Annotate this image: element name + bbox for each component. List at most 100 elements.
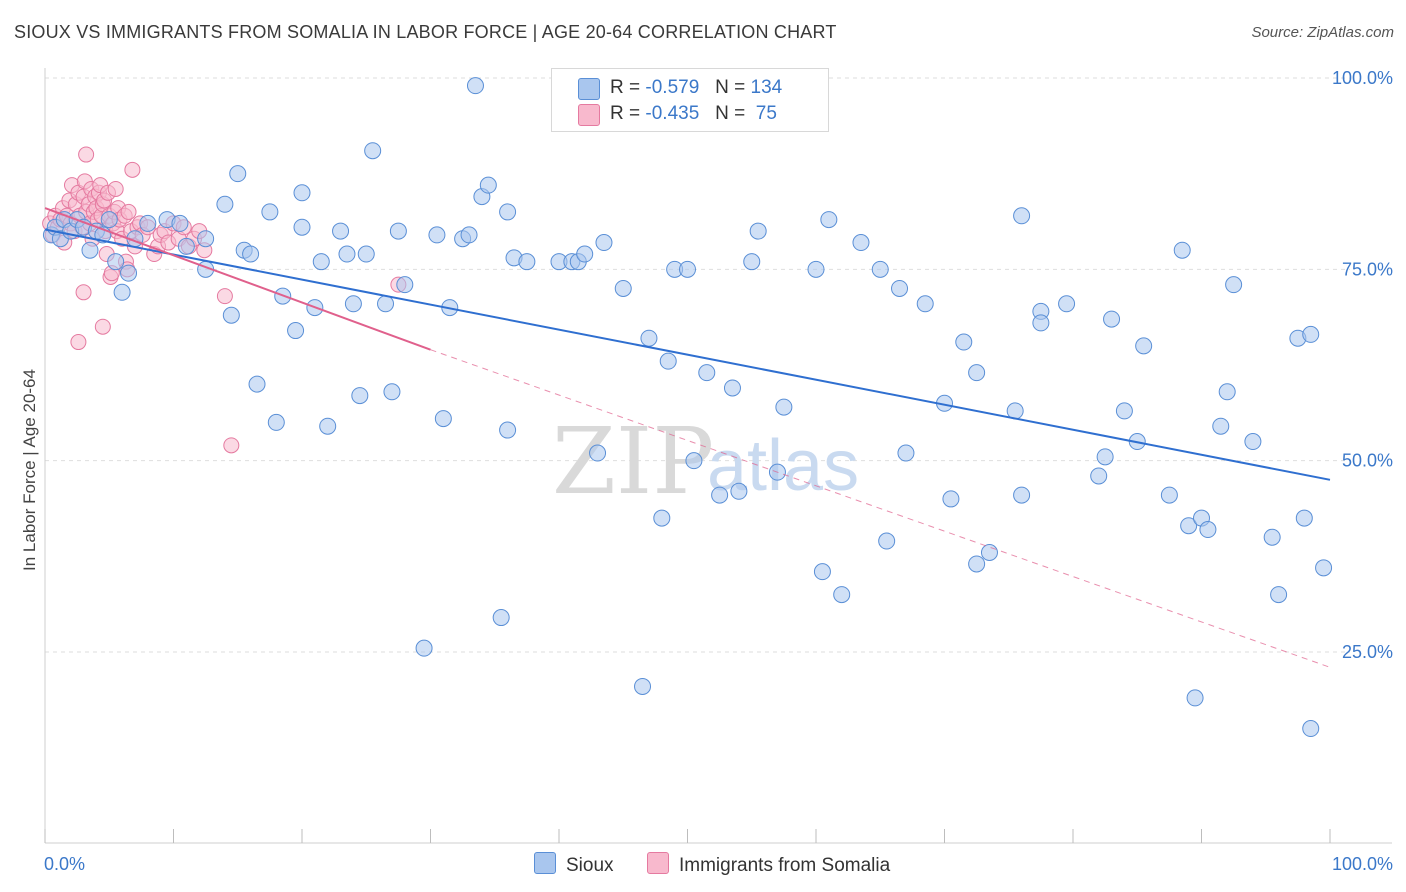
sioux-swatch bbox=[578, 78, 600, 100]
sioux-point bbox=[730, 482, 748, 500]
legend-r-label: R = bbox=[610, 77, 641, 98]
sioux-point bbox=[293, 218, 311, 236]
legend-r-label: R = bbox=[610, 103, 641, 124]
sioux-point bbox=[1180, 517, 1198, 535]
sioux-point bbox=[1315, 559, 1333, 577]
sioux-point bbox=[1212, 417, 1230, 435]
sioux-point bbox=[659, 352, 677, 370]
sioux-point bbox=[653, 509, 671, 527]
bottom-legend-sioux: Sioux bbox=[534, 852, 614, 877]
sioux-point bbox=[1173, 241, 1191, 259]
sioux-point bbox=[287, 322, 305, 340]
sioux-point bbox=[1096, 448, 1114, 466]
y-tick-label: 75.0% bbox=[1342, 259, 1393, 279]
sioux-point bbox=[383, 383, 401, 401]
sioux-point bbox=[614, 279, 632, 297]
sioux-point bbox=[113, 283, 131, 301]
sioux-point bbox=[1199, 521, 1217, 539]
legend-r-value: -0.435 bbox=[645, 103, 700, 124]
sioux-point bbox=[833, 586, 851, 604]
sioux-point bbox=[242, 245, 260, 263]
sioux-point bbox=[460, 226, 478, 244]
sioux-point bbox=[698, 364, 716, 382]
sioux-point bbox=[344, 295, 362, 313]
sioux-point bbox=[107, 253, 125, 271]
sioux-point bbox=[749, 222, 767, 240]
sioux-point bbox=[351, 387, 369, 405]
sioux-point bbox=[1115, 402, 1133, 420]
watermark: ZIPatlas bbox=[552, 408, 859, 515]
bottom-legend-somalia: Immigrants from Somalia bbox=[647, 852, 890, 877]
sioux-point bbox=[852, 234, 870, 252]
sioux-point bbox=[891, 279, 909, 297]
sioux-point bbox=[120, 264, 138, 282]
grid bbox=[45, 77, 1350, 653]
legend-n-value: 134 bbox=[750, 77, 783, 98]
sioux-point bbox=[807, 260, 825, 278]
sioux-point bbox=[1032, 314, 1050, 332]
somalia-point bbox=[78, 146, 95, 163]
sioux-point bbox=[261, 203, 279, 221]
source-label: Source: ZipAtlas.com bbox=[1251, 24, 1394, 41]
sioux-point bbox=[428, 226, 446, 244]
sioux-point bbox=[1244, 433, 1262, 451]
sioux-point bbox=[1270, 586, 1288, 604]
sioux-point bbox=[1160, 486, 1178, 504]
sioux-point bbox=[171, 214, 189, 232]
sioux-point bbox=[1186, 689, 1204, 707]
sioux-point bbox=[743, 253, 761, 271]
legend-n-value: 75 bbox=[750, 103, 777, 124]
somalia-point bbox=[94, 318, 111, 335]
sioux-point bbox=[968, 364, 986, 382]
sioux-point bbox=[634, 677, 652, 695]
y-tick-label: 100.0% bbox=[1332, 68, 1393, 88]
sioux-point bbox=[1058, 295, 1076, 313]
sioux-point bbox=[576, 245, 594, 263]
sioux-point bbox=[897, 444, 915, 462]
sioux-point bbox=[100, 211, 118, 229]
somalia-point bbox=[70, 334, 87, 351]
sioux-point bbox=[813, 563, 831, 581]
sioux-point bbox=[871, 260, 889, 278]
axes bbox=[44, 68, 1392, 844]
sioux-point bbox=[248, 375, 266, 393]
somalia-trend-extension bbox=[430, 349, 1331, 668]
x-tick-label: 0.0% bbox=[44, 854, 85, 874]
sioux-point bbox=[1135, 337, 1153, 355]
sioux-point bbox=[595, 234, 613, 252]
correlation-legend: R = -0.579 N = 134 R = -0.435 N = 75 bbox=[551, 68, 829, 132]
somalia-trend-line bbox=[44, 207, 431, 351]
sioux-point bbox=[1013, 207, 1031, 225]
sioux-point bbox=[434, 410, 452, 428]
sioux-point bbox=[685, 452, 703, 470]
sioux-point bbox=[293, 184, 311, 202]
sioux-point bbox=[775, 398, 793, 416]
sioux-point bbox=[499, 421, 517, 439]
sioux-point bbox=[396, 276, 414, 294]
sioux-point bbox=[319, 417, 337, 435]
sioux-point bbox=[820, 211, 838, 229]
somalia-point bbox=[107, 180, 124, 197]
legend-n-label: N = bbox=[715, 77, 746, 98]
chart-title: SIOUX VS IMMIGRANTS FROM SOMALIA IN LABO… bbox=[14, 22, 837, 42]
sioux-point bbox=[139, 214, 157, 232]
sioux-point bbox=[1263, 528, 1281, 546]
sioux-point bbox=[377, 295, 395, 313]
somalia-swatch bbox=[578, 104, 600, 126]
sioux-point bbox=[177, 237, 195, 255]
sioux-points bbox=[42, 77, 1333, 738]
sioux-trend-line bbox=[44, 228, 1331, 481]
somalia-legend-swatch bbox=[647, 852, 669, 874]
somalia-point bbox=[216, 288, 233, 305]
sioux-point bbox=[1013, 486, 1031, 504]
somalia-point bbox=[75, 284, 92, 301]
sioux-point bbox=[1090, 467, 1108, 485]
sioux-point bbox=[338, 245, 356, 263]
sioux-point bbox=[312, 253, 330, 271]
sioux-point bbox=[711, 486, 729, 504]
sioux-point bbox=[1295, 509, 1313, 527]
tick-labels: 25.0% 50.0% 75.0% 100.0% 0.0% 100.0% bbox=[44, 68, 1393, 874]
sioux-point bbox=[415, 639, 433, 657]
sioux-point bbox=[267, 413, 285, 431]
legend-n-label: N = bbox=[715, 103, 746, 124]
